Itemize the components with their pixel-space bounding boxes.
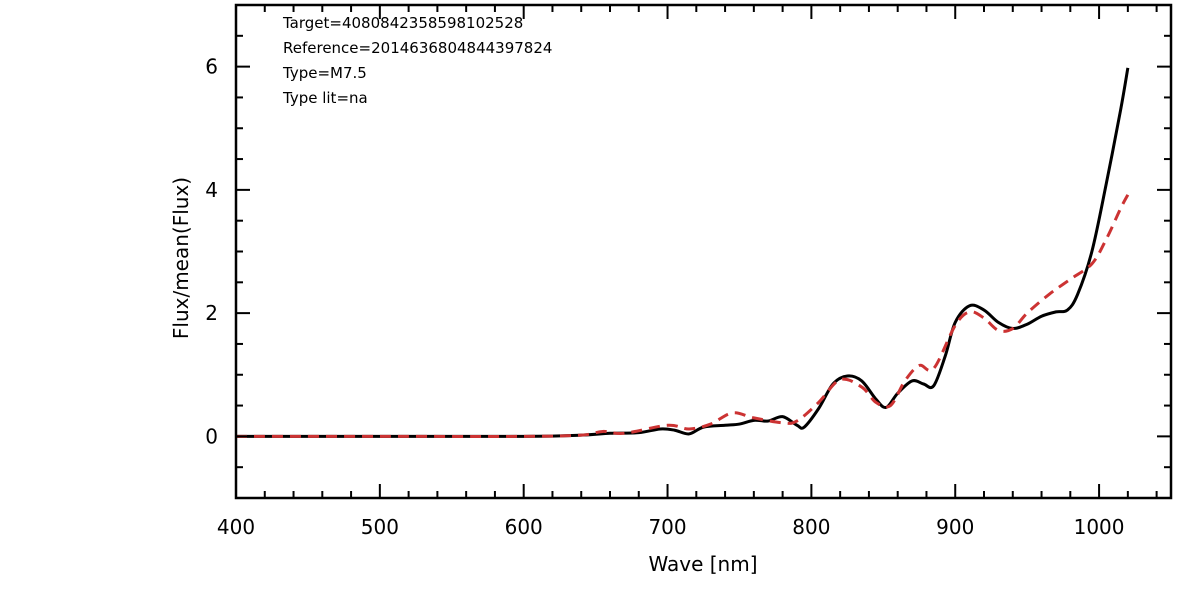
x-tick-label: 1000	[1074, 515, 1125, 539]
annotation-text: Target=4080842358598102528	[282, 14, 523, 32]
annotation-text: Reference=2014636804844397824	[283, 39, 552, 57]
y-tick-label: 4	[205, 178, 218, 202]
target-spectrum-line	[236, 67, 1130, 438]
x-tick-label: 700	[648, 515, 686, 539]
x-tick-label: 500	[361, 515, 399, 539]
x-tick-label: 900	[936, 515, 974, 539]
y-axis-label: Flux/mean(Flux)	[169, 177, 193, 339]
x-tick-label: 600	[505, 515, 543, 539]
y-tick-label: 0	[205, 424, 218, 448]
x-tick-label: 400	[217, 515, 255, 539]
plot-frame	[234, 3, 1173, 500]
y-tick-label: 6	[205, 55, 218, 79]
annotation-text: Type=M7.5	[282, 64, 367, 82]
reference-spectrum-line	[236, 194, 1130, 438]
x-axis-label: Wave [nm]	[648, 552, 757, 576]
annotation-text: Type lit=na	[282, 89, 368, 107]
x-tick-label: 800	[792, 515, 830, 539]
y-tick-label: 2	[205, 301, 218, 325]
